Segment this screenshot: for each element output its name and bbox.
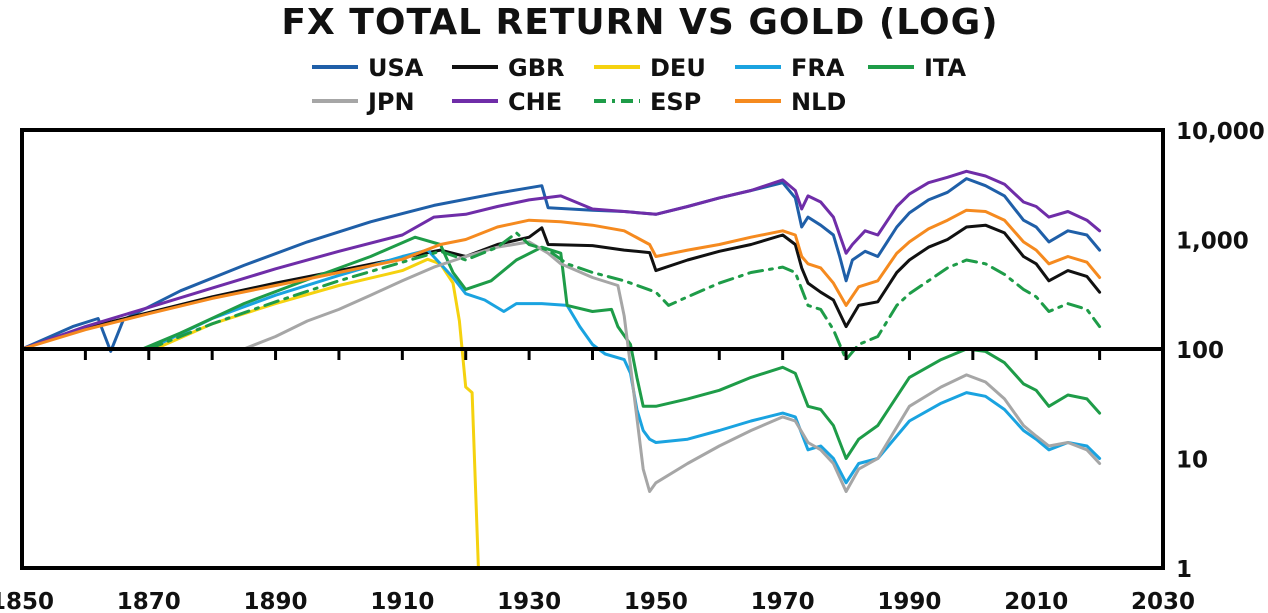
legend-label-esp: ESP bbox=[650, 88, 701, 116]
y-tick-label: 1 bbox=[1176, 557, 1192, 583]
x-axis: 1850 1870 1890 1910 1930 1950 1970 1990 2010 2030 bbox=[0, 349, 1195, 613]
series-line-ita bbox=[140, 235, 1102, 460]
legend-label-ita: ITA bbox=[924, 54, 966, 82]
chart-title: FX TOTAL RETURN VS GOLD (LOG) bbox=[281, 2, 998, 43]
x-tick-label: 1910 bbox=[370, 589, 434, 613]
legend-label-che: CHE bbox=[508, 88, 562, 116]
x-tick-label: 1990 bbox=[877, 589, 941, 613]
y-tick-label: 100 bbox=[1176, 338, 1224, 364]
series-line-fra bbox=[147, 248, 1102, 485]
x-tick-label: 1890 bbox=[244, 589, 308, 613]
x-tick-label: 1850 bbox=[0, 589, 54, 613]
series-line-deu bbox=[153, 257, 480, 570]
y-tick-label: 10 bbox=[1176, 448, 1208, 474]
series-line-usa bbox=[20, 177, 1102, 353]
series-line-esp bbox=[147, 231, 1102, 362]
series-layer bbox=[20, 169, 1102, 570]
legend: USA GBR DEU FRA ITA JPN CHE ESP NLD bbox=[312, 54, 966, 116]
x-tick-label: 1970 bbox=[751, 589, 815, 613]
y-tick-label: 1,000 bbox=[1176, 229, 1249, 255]
legend-label-usa: USA bbox=[368, 54, 424, 82]
series-line-che bbox=[20, 169, 1102, 351]
series-line-gbr bbox=[20, 223, 1102, 351]
legend-label-gbr: GBR bbox=[508, 54, 564, 82]
series-line-jpn bbox=[242, 240, 1102, 493]
legend-label-deu: DEU bbox=[650, 54, 706, 82]
x-tick-label: 2030 bbox=[1131, 589, 1195, 613]
x-tick-label: 1930 bbox=[497, 589, 561, 613]
series-line-nld bbox=[20, 208, 1102, 351]
x-tick-label: 1950 bbox=[624, 589, 688, 613]
x-tick-label: 1870 bbox=[117, 589, 181, 613]
legend-label-fra: FRA bbox=[791, 54, 845, 82]
legend-label-jpn: JPN bbox=[366, 88, 415, 116]
y-axis: 1 10 100 1,000 10,000 bbox=[1176, 119, 1265, 583]
x-tick-label: 2010 bbox=[1004, 589, 1068, 613]
legend-label-nld: NLD bbox=[791, 88, 846, 116]
y-tick-label: 10,000 bbox=[1176, 119, 1265, 145]
